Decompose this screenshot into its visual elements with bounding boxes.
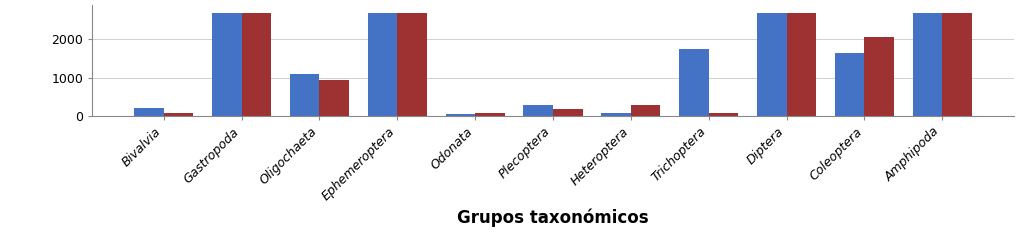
Bar (319, 80, 349, 116)
Bar (835, 53, 864, 116)
Bar (709, 113, 738, 116)
Bar (475, 113, 505, 116)
Bar (290, 74, 319, 116)
Bar (786, 13, 816, 116)
Bar (912, 13, 942, 116)
Bar (397, 13, 427, 116)
Bar (864, 38, 894, 116)
Bar (242, 13, 271, 116)
Bar (679, 49, 709, 116)
Bar (553, 109, 583, 116)
Bar (942, 13, 972, 116)
X-axis label: Grupos taxonómicos: Grupos taxonómicos (457, 209, 649, 227)
Bar (523, 106, 553, 116)
Bar (631, 106, 660, 116)
Bar (368, 13, 397, 116)
Bar (212, 13, 242, 116)
Bar (601, 113, 631, 116)
Bar (164, 113, 194, 116)
Bar (134, 108, 164, 116)
Bar (757, 13, 786, 116)
Bar (445, 114, 475, 116)
